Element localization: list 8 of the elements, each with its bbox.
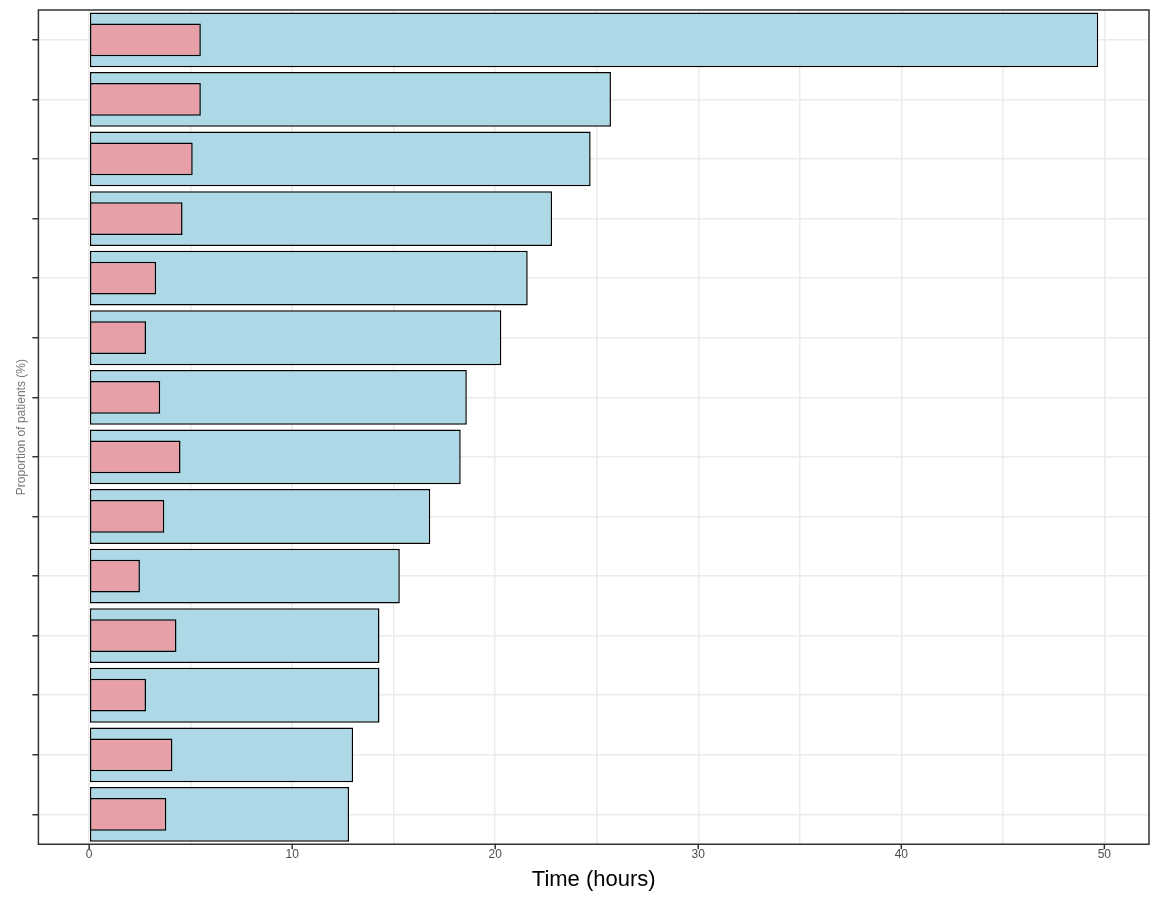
x-tick-label: 0 [85, 846, 93, 861]
x-tick-label: 40 [894, 846, 909, 861]
x-tick-label: 50 [1097, 846, 1112, 861]
x-tick-label: 20 [488, 846, 503, 861]
x-tick-label: 10 [285, 846, 300, 861]
x-axis-title: Time (hours) [531, 865, 656, 891]
x-tick-label: 30 [691, 846, 706, 861]
y-axis-title: Proportion of patients (%) [13, 359, 28, 496]
